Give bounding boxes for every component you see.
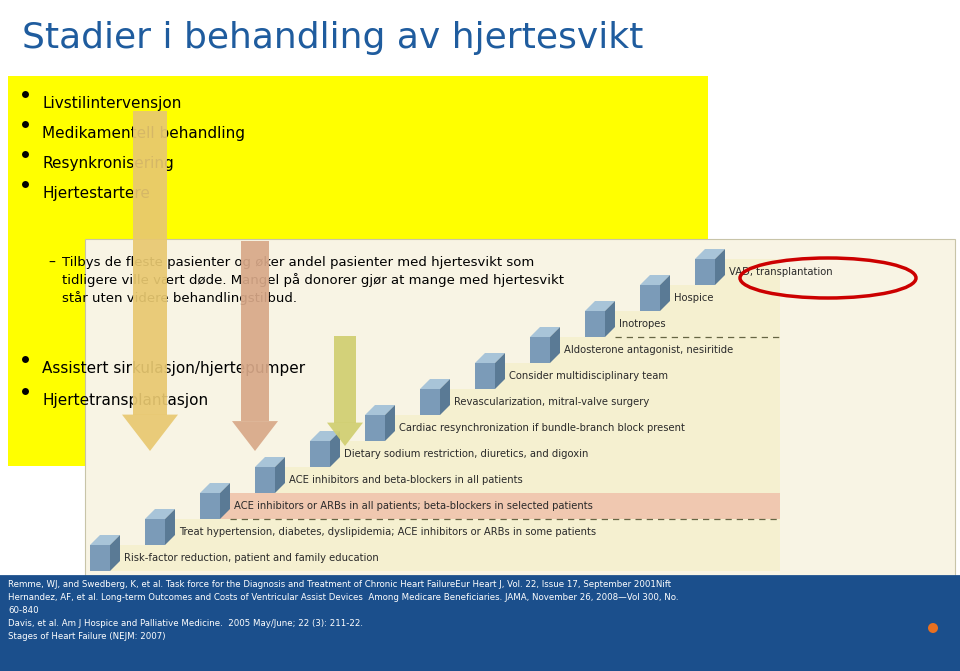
Text: Revascularization, mitral-valve surgery: Revascularization, mitral-valve surgery [454,397,649,407]
Bar [200,493,220,519]
Polygon shape [365,405,395,415]
Text: Remme, WJ, and Swedberg, K, et al. Task force for the Diagnosis and Treatment of: Remme, WJ, and Swedberg, K, et al. Task … [8,580,671,589]
Circle shape [928,635,938,645]
Bar [420,389,780,415]
Text: 60-840: 60-840 [8,606,38,615]
Bar [334,336,356,423]
Polygon shape [255,457,285,467]
Polygon shape [495,353,505,389]
Polygon shape [275,457,285,493]
Polygon shape [695,249,725,259]
Bar [695,259,715,285]
Polygon shape [90,535,120,545]
Polygon shape [200,483,230,493]
Polygon shape [440,379,450,415]
Polygon shape [585,301,615,311]
Bar [200,493,780,519]
Bar [90,545,780,571]
Polygon shape [220,483,230,519]
Text: VAD, transplantation: VAD, transplantation [729,267,832,277]
Bar [310,441,780,467]
Bar [85,239,955,576]
Polygon shape [165,509,175,545]
Bar [530,337,550,363]
Bar [585,311,780,337]
Circle shape [928,623,938,633]
Circle shape [915,623,925,633]
Text: –: – [48,256,55,270]
Text: Aldosterone antagonist, nesiritide: Aldosterone antagonist, nesiritide [564,345,733,355]
Polygon shape [530,327,560,337]
Bar [90,545,110,571]
Bar [695,259,780,285]
Text: Davis, et al. Am J Hospice and Palliative Medicine.  2005 May/June; 22 (3): 211-: Davis, et al. Am J Hospice and Palliativ… [8,619,363,628]
Text: Medikamentell behandling: Medikamentell behandling [42,126,245,141]
Bar [145,519,165,545]
Text: Livstilintervensjon: Livstilintervensjon [42,96,181,111]
Polygon shape [420,379,450,389]
Polygon shape [605,301,615,337]
Circle shape [915,611,925,621]
Circle shape [928,611,938,621]
Polygon shape [330,431,340,467]
Polygon shape [327,423,363,446]
Bar [640,285,780,311]
Polygon shape [715,249,725,285]
Bar [310,441,330,467]
Text: Cardiac resynchronization if bundle-branch block present: Cardiac resynchronization if bundle-bran… [399,423,684,433]
Bar [8,76,708,466]
Text: Stages of Heart Failure (NEJM: 2007): Stages of Heart Failure (NEJM: 2007) [8,632,165,641]
Bar [365,415,780,441]
Circle shape [941,623,951,633]
Text: Hjertetransplantasjon: Hjertetransplantasjon [42,393,208,408]
Text: Dietary sodium restriction, diuretics, and digoxin: Dietary sodium restriction, diuretics, a… [344,449,588,459]
Bar [475,363,495,389]
Text: Tilbys de fleste pasienter og øker andel pasienter med hjertesvikt som
tidligere: Tilbys de fleste pasienter og øker andel… [62,256,564,305]
Bar [241,241,269,421]
Bar [475,363,780,389]
Text: ACE inhibitors or ARBs in all patients; beta-blockers in selected patients: ACE inhibitors or ARBs in all patients; … [234,501,593,511]
Text: Hernandez, AF, et al. Long-term Outcomes and Costs of Ventricular Assist Devices: Hernandez, AF, et al. Long-term Outcomes… [8,593,679,602]
Text: Stadier i behandling av hjertesvikt: Stadier i behandling av hjertesvikt [22,21,643,55]
Bar [145,519,780,545]
Circle shape [941,611,951,621]
Text: Consider multidisciplinary team: Consider multidisciplinary team [509,371,668,381]
Text: Inotropes: Inotropes [619,319,665,329]
Bar [420,389,440,415]
Text: ACE inhibitors and beta-blockers in all patients: ACE inhibitors and beta-blockers in all … [289,475,523,485]
Text: Hjertestartere: Hjertestartere [42,186,150,201]
Text: Hospice: Hospice [674,293,713,303]
Text: Treat hypertension, diabetes, dyslipidemia; ACE inhibitors or ARBs in some patie: Treat hypertension, diabetes, dyslipidem… [179,527,596,537]
Polygon shape [232,421,278,451]
Polygon shape [660,275,670,311]
Text: Resynkronisering: Resynkronisering [42,156,174,171]
Polygon shape [640,275,670,285]
Polygon shape [310,431,340,441]
Polygon shape [385,405,395,441]
Polygon shape [550,327,560,363]
Bar [530,337,780,363]
Polygon shape [110,535,120,571]
Bar [255,467,275,493]
Polygon shape [145,509,175,519]
Polygon shape [475,353,505,363]
Bar [640,285,660,311]
Text: Assistert sirkulasjon/hjertepumper: Assistert sirkulasjon/hjertepumper [42,361,305,376]
Bar [255,467,780,493]
Polygon shape [122,415,178,451]
Text: Risk-factor reduction, patient and family education: Risk-factor reduction, patient and famil… [124,553,379,563]
Bar [133,111,167,415]
Bar [0,576,960,671]
Bar [365,415,385,441]
Bar [585,311,605,337]
